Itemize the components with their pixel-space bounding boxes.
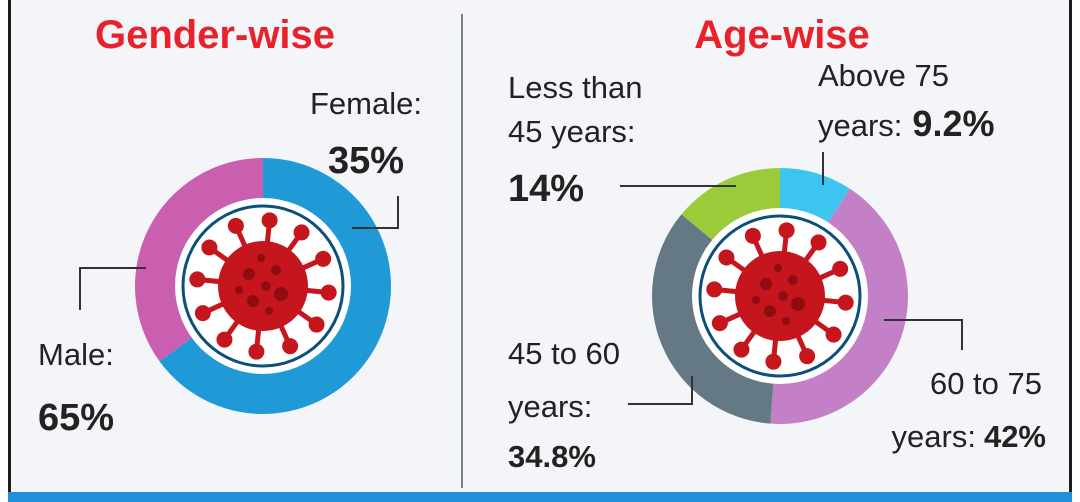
gender-donut — [135, 158, 391, 415]
male-leader-line — [79, 267, 146, 310]
male-value: 65% — [38, 397, 114, 439]
female-label: Female: — [310, 86, 422, 121]
bottom-accent-bar — [8, 492, 1072, 502]
gender-slice-male — [159, 158, 391, 415]
mid-label-line2: years: — [508, 389, 592, 424]
age-slice-60-to-75-years — [770, 188, 908, 425]
gender-slice-female — [135, 158, 263, 362]
female-value: 35% — [328, 140, 404, 182]
mid-value: 34.8% — [508, 439, 596, 474]
above75-label-line1: Above 75 — [818, 58, 949, 93]
senior-label-line1: 60 to 75 — [930, 366, 1042, 401]
gender-chart-title: Gender-wise — [95, 13, 335, 57]
senior-label-line2: years: 42% — [892, 419, 1046, 454]
lt45-value: 14% — [508, 168, 584, 210]
mid-leader-line — [628, 376, 693, 405]
senior-leader-line — [884, 319, 963, 350]
above75-label-line2: years: 9.2% — [818, 103, 994, 144]
lt45-label-line1: Less than — [508, 70, 642, 105]
male-label: Male: — [38, 337, 114, 372]
gender-donut-center-ring — [181, 204, 345, 368]
age-slice-less-than-45-years — [681, 168, 780, 242]
female-leader-line — [352, 196, 399, 229]
mid-label-line1: 45 to 60 — [508, 336, 620, 371]
age-chart-title: Age-wise — [694, 13, 870, 57]
lt45-label-line2: 45 years: — [508, 114, 636, 149]
age-donut-center-ring — [698, 214, 862, 378]
age-slice-45-to-60-years — [651, 214, 774, 424]
